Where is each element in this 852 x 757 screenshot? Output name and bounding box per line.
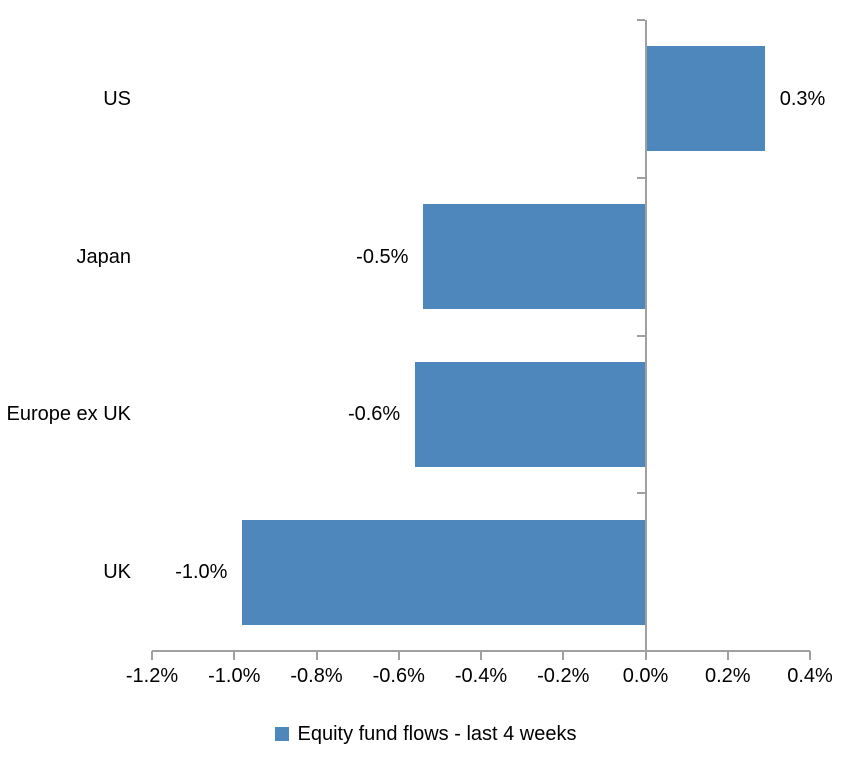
x-tick-label: -0.4% xyxy=(454,665,508,687)
x-tick-label: -1.2% xyxy=(125,665,179,687)
category-label-us: US xyxy=(103,87,131,110)
data-label-europe-ex-uk: -0.6% xyxy=(347,403,401,426)
legend-swatch-icon xyxy=(275,727,290,741)
x-tick-label: -0.6% xyxy=(372,665,425,687)
data-label-us: 0.3% xyxy=(779,87,826,110)
x-axis-tick xyxy=(315,651,318,660)
x-axis-tick xyxy=(397,651,400,660)
data-label-uk: -1.0% xyxy=(175,561,228,584)
category-axis-tick xyxy=(636,176,645,179)
x-axis-tick xyxy=(644,651,647,660)
x-tick-label: 0.2% xyxy=(704,665,751,687)
bar-europe-ex-uk xyxy=(415,361,646,467)
bar-us xyxy=(645,46,765,152)
category-axis-tick xyxy=(636,334,645,337)
x-axis-tick xyxy=(233,651,236,660)
x-axis-tick xyxy=(151,651,153,660)
x-tick-label: -1.0% xyxy=(208,665,261,687)
category-label-europe-ex-uk: Europe ex UK xyxy=(6,403,131,426)
zero-axis-line xyxy=(644,20,647,651)
x-tick-label: -0.8% xyxy=(290,665,343,687)
bar-japan xyxy=(423,204,646,310)
x-axis-tick xyxy=(726,651,729,660)
legend: Equity fund flows - last 4 weeks xyxy=(0,722,852,746)
x-tick-label: 0.0% xyxy=(622,665,669,687)
x-axis-tick xyxy=(562,651,565,660)
x-tick-label: -0.2% xyxy=(537,665,590,687)
category-axis-tick xyxy=(636,492,645,495)
bar-uk xyxy=(242,519,646,625)
x-tick-label: 0.4% xyxy=(787,665,833,687)
category-label-japan: Japan xyxy=(76,245,132,268)
x-axis-tick xyxy=(809,651,811,660)
x-axis-tick xyxy=(480,651,482,660)
data-label-japan: -0.5% xyxy=(356,245,409,268)
category-label-uk: UK xyxy=(103,561,131,584)
category-axis-tick xyxy=(636,19,645,21)
legend-label: Equity fund flows - last 4 weeks xyxy=(297,723,577,745)
